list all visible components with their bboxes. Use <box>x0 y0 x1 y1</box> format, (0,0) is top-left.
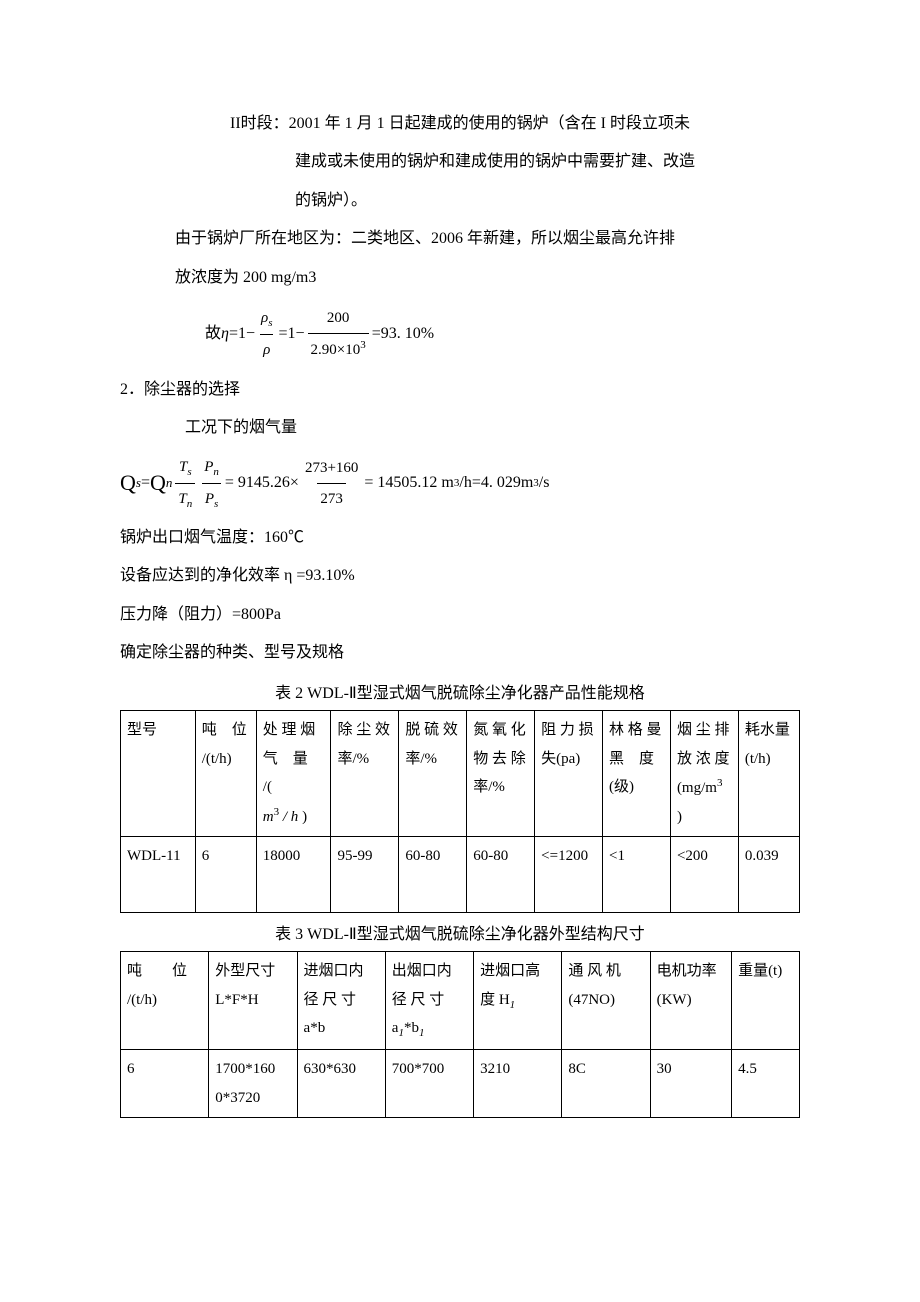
formula-eta: 故 η =1− ρs ρ =1− 200 2.90×103 =93. 10% <box>120 303 800 365</box>
formula-text: =1− <box>229 318 255 350</box>
table-cell: 700*700 <box>385 1050 473 1118</box>
paragraph-line: 建成或未使用的锅炉和建成使用的锅炉中需要扩建、改造 <box>120 143 800 181</box>
table-cell: 95-99 <box>331 837 399 913</box>
table-cell: 3210 <box>474 1050 562 1118</box>
table-row: WDL-11 6 18000 95-99 60-80 60-80 <=1200 … <box>121 837 800 913</box>
section-heading: 2．除尘器的选择 <box>120 371 800 409</box>
formula-text: =1− <box>278 318 304 350</box>
paragraph-line: 放浓度为 200 mg/m3 <box>120 259 800 297</box>
fraction: ρs ρ <box>258 303 275 365</box>
table-cell: 6 <box>121 1050 209 1118</box>
table-header-cell: 氮 氧 化物 去 除率/% <box>467 711 535 837</box>
formula-text: = 9145.26× <box>225 467 299 499</box>
formula-result: /h=4. 029m <box>459 467 533 499</box>
table-header-cell: 阻 力 损失(pa) <box>535 711 603 837</box>
table-header-cell: 出烟口内径 尺 寸a1*b1 <box>385 952 473 1050</box>
paragraph-line: 由于锅炉厂所在地区为：二类地区、2006 年新建，所以烟尘最高允许排 <box>120 220 800 258</box>
table3: 吨 位/(t/h) 外型尺寸L*F*H 进烟口内径 尺 寸a*b 出烟口内径 尺… <box>120 951 800 1118</box>
table-cell: 60-80 <box>399 837 467 913</box>
paragraph-line: 工况下的烟气量 <box>120 409 800 447</box>
paragraph-line: 设备应达到的净化效率 η =93.10% <box>120 557 800 595</box>
table2-caption: 表 2 WDL-Ⅱ型湿式烟气脱硫除尘净化器产品性能规格 <box>120 678 800 710</box>
fraction: 200 2.90×103 <box>308 303 369 365</box>
paragraph-line: 确定除尘器的种类、型号及规格 <box>120 634 800 672</box>
table-header-cell: 耗水量(t/h) <box>738 711 799 837</box>
table-header-cell: 处 理 烟 气 量 /( m3 / h ) <box>256 711 331 837</box>
table-header-cell: 吨 位/(t/h) <box>121 952 209 1050</box>
formula-text: = <box>141 467 150 499</box>
table3-caption: 表 3 WDL-Ⅱ型湿式烟气脱硫除尘净化器外型结构尺寸 <box>120 919 800 951</box>
table-cell: 0.039 <box>738 837 799 913</box>
table-row: 6 1700*1600*3720 630*630 700*700 3210 8C… <box>121 1050 800 1118</box>
table-cell: <=1200 <box>535 837 603 913</box>
table-cell: WDL-11 <box>121 837 196 913</box>
paragraph-line: 锅炉出口烟气温度：160℃ <box>120 519 800 557</box>
table-header-cell: 脱 硫 效率/% <box>399 711 467 837</box>
table-header-cell: 重量(t) <box>732 952 800 1050</box>
table-cell: <1 <box>603 837 671 913</box>
table-header-cell: 型号 <box>121 711 196 837</box>
table-cell: 6 <box>195 837 256 913</box>
table2: 型号 吨 位/(t/h) 处 理 烟 气 量 /( m3 / h ) 除 尘 效… <box>120 710 800 913</box>
formula-result: =93. 10% <box>372 318 434 350</box>
table-header-cell: 进烟口高度 H1 <box>474 952 562 1050</box>
formula-result: /s <box>539 467 550 499</box>
table-cell: 8C <box>562 1050 650 1118</box>
formula-eta-symbol: η <box>221 318 229 350</box>
table-header-cell: 林 格 曼黑 度(级) <box>603 711 671 837</box>
table-header-cell: 吨 位/(t/h) <box>195 711 256 837</box>
symbol-Q: Q <box>120 461 136 505</box>
formula-prefix: 故 <box>205 318 221 350</box>
fraction: Ts Tn <box>175 452 195 515</box>
table-cell: 60-80 <box>467 837 535 913</box>
table-cell: 4.5 <box>732 1050 800 1118</box>
table-cell: 18000 <box>256 837 331 913</box>
fraction: 273+160 273 <box>302 453 361 514</box>
table-header-cell: 烟 尘 排放 浓 度(mg/m3) <box>670 711 738 837</box>
table-header-cell: 进烟口内径 尺 寸a*b <box>297 952 385 1050</box>
table-header-cell: 除 尘 效率/% <box>331 711 399 837</box>
table-header-cell: 外型尺寸L*F*H <box>209 952 297 1050</box>
table-cell: <200 <box>670 837 738 913</box>
table-cell: 630*630 <box>297 1050 385 1118</box>
table-cell: 30 <box>650 1050 731 1118</box>
table-header-cell: 电机功率(KW) <box>650 952 731 1050</box>
formula-result: = 14505.12 m <box>364 467 453 499</box>
symbol-Q: Q <box>150 461 166 505</box>
table-header-row: 吨 位/(t/h) 外型尺寸L*F*H 进烟口内径 尺 寸a*b 出烟口内径 尺… <box>121 952 800 1050</box>
table-header-row: 型号 吨 位/(t/h) 处 理 烟 气 量 /( m3 / h ) 除 尘 效… <box>121 711 800 837</box>
paragraph-line: II时段：2001 年 1 月 1 日起建成的使用的锅炉（含在 I 时段立项未 <box>120 105 800 143</box>
paragraph-line: 的锅炉）。 <box>120 182 800 220</box>
table-header-cell: 通 风 机(47NO) <box>562 952 650 1050</box>
formula-qs: Qs = Qn Ts Tn Pn Ps = 9145.26× 273+160 2… <box>120 452 800 515</box>
paragraph-line: 压力降（阻力）=800Pa <box>120 596 800 634</box>
table-cell: 1700*1600*3720 <box>209 1050 297 1118</box>
fraction: Pn Ps <box>201 452 222 515</box>
